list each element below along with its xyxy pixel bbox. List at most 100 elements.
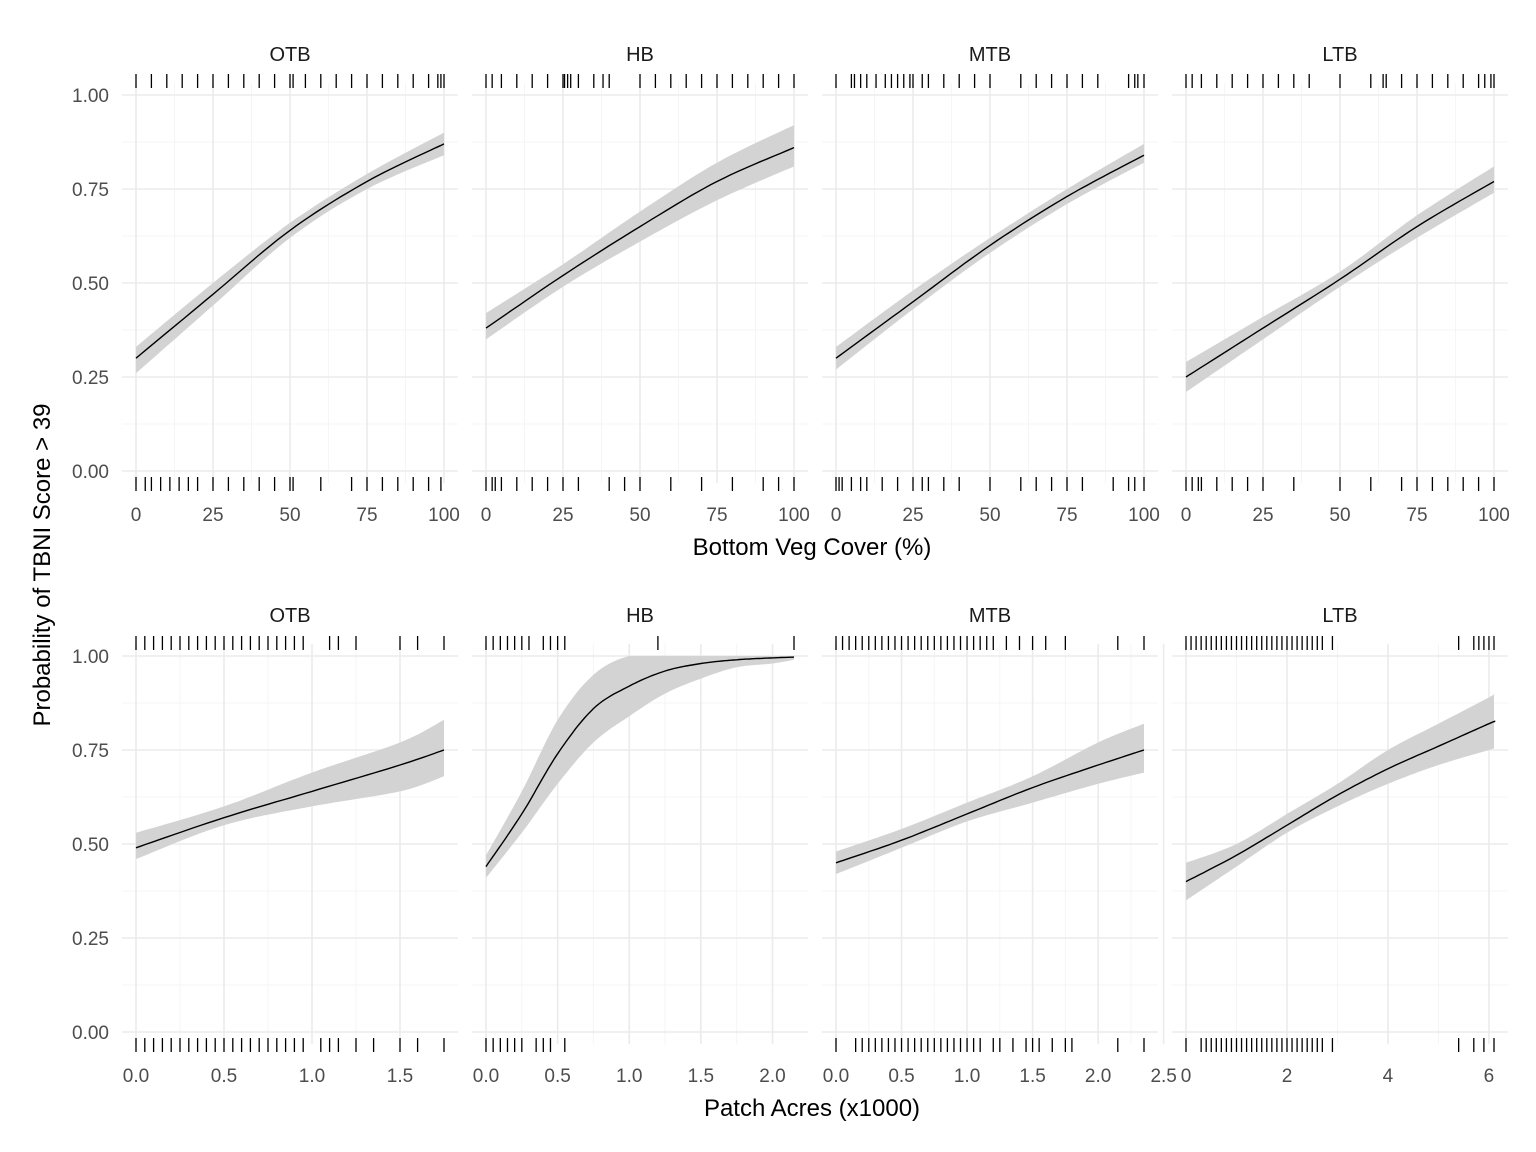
- y-tick-labels: 0.00 0.25 0.50 0.75 1.00: [72, 86, 109, 483]
- x-tick-label: 100: [1478, 505, 1510, 526]
- x-tick-label: 100: [778, 505, 810, 526]
- x-tick-label: 50: [979, 505, 1000, 526]
- x-tick-labels: 0.0 0.5 1.0 1.5 2.0 2.5: [823, 1066, 1177, 1087]
- rug-bottom: [835, 477, 1145, 491]
- x-tick-labels: 0 2 4 6: [1181, 1066, 1495, 1087]
- y-tick-label: 0.50: [72, 274, 109, 295]
- rug-bottom: [485, 477, 795, 491]
- x-tick-label: 0: [1181, 505, 1192, 526]
- rug-bottom: [1185, 477, 1495, 491]
- panel-title-hb: HB: [626, 44, 654, 66]
- major-gridlines: [122, 83, 458, 483]
- panel-mtb-row1: MTB 0 25 50 75 100: [822, 44, 1160, 526]
- x-tick-label: 1.0: [616, 1066, 642, 1087]
- rug-top: [135, 74, 445, 88]
- x-tick-label: 2.5: [1150, 1066, 1176, 1087]
- rug-bottom: [135, 477, 442, 491]
- x-tick-label: 25: [902, 505, 923, 526]
- x-tick-label: 0.5: [544, 1066, 570, 1087]
- y-tick-label: 0.00: [72, 1023, 109, 1044]
- panel-title-mtb: MTB: [969, 605, 1011, 627]
- x-tick-label: 2.0: [1085, 1066, 1111, 1087]
- fitted-line: [135, 143, 445, 359]
- y-tick-label: 0.25: [72, 368, 109, 389]
- rug-top: [1185, 636, 1495, 650]
- rug-bottom: [1185, 1038, 1495, 1052]
- x-tick-label: 25: [202, 505, 223, 526]
- y-axis-title: Probability of TBNI Score > 39: [29, 403, 56, 726]
- x-axis-title-top: Bottom Veg Cover (%): [693, 534, 932, 561]
- rug-top: [1185, 74, 1495, 88]
- x-tick-label: 75: [706, 505, 727, 526]
- fitted-line: [835, 749, 1145, 864]
- fitted-line: [1185, 720, 1496, 883]
- confidence-ribbon: [836, 143, 1144, 370]
- confidence-ribbon: [136, 719, 444, 859]
- panel-title-mtb: MTB: [969, 44, 1011, 66]
- x-tick-label: 75: [356, 505, 377, 526]
- panel-title-otb: OTB: [269, 44, 310, 66]
- panel-title-ltb: LTB: [1322, 605, 1357, 627]
- major-gridlines: [472, 644, 808, 1044]
- x-tick-label: 1.5: [387, 1066, 413, 1087]
- x-tick-label: 6: [1484, 1066, 1495, 1087]
- panel-title-ltb: LTB: [1322, 44, 1357, 66]
- x-tick-label: 0: [131, 505, 142, 526]
- y-tick-label: 0.75: [72, 741, 109, 762]
- x-tick-label: 1.5: [1019, 1066, 1045, 1087]
- panel-otb-row1: OTB 0 25 50 75 100 0.00 0.25 0.50 0.75 1.00: [72, 44, 460, 526]
- major-gridlines: [822, 644, 1165, 1044]
- rug-bottom: [485, 1038, 566, 1052]
- x-tick-label: 0: [1181, 1066, 1192, 1087]
- fitted-line: [485, 146, 795, 329]
- confidence-ribbon: [136, 132, 444, 374]
- x-tick-labels: 0 25 50 75 100: [831, 505, 1160, 526]
- x-tick-labels: 0 25 50 75 100: [1181, 505, 1510, 526]
- x-tick-label: 25: [552, 505, 573, 526]
- x-tick-label: 0.5: [888, 1066, 914, 1087]
- confidence-ribbon: [1186, 693, 1495, 901]
- confidence-ribbon: [486, 656, 794, 878]
- x-tick-label: 1.0: [299, 1066, 325, 1087]
- panel-ltb-row1: LTB 0 25 50 75 100: [1172, 44, 1510, 526]
- x-tick-label: 100: [1128, 505, 1160, 526]
- fitted-line: [835, 154, 1145, 359]
- x-tick-label: 0: [481, 505, 492, 526]
- x-tick-label: 0.0: [123, 1066, 149, 1087]
- panel-title-hb: HB: [626, 605, 654, 627]
- x-tick-labels: 0 25 50 75 100: [131, 505, 460, 526]
- x-tick-labels: 0.0 0.5 1.0 1.5: [123, 1066, 413, 1087]
- x-tick-label: 100: [428, 505, 460, 526]
- rug-top: [135, 636, 445, 650]
- y-tick-label: 0.50: [72, 835, 109, 856]
- rug-top: [485, 636, 795, 650]
- rug-top: [835, 74, 1145, 88]
- x-tick-label: 75: [1406, 505, 1427, 526]
- y-tick-labels: 0.00 0.25 0.50 0.75 1.00: [72, 647, 109, 1044]
- x-tick-labels: 0.0 0.5 1.0 1.5 2.0: [473, 1066, 786, 1087]
- x-tick-label: 1.5: [688, 1066, 714, 1087]
- major-gridlines: [1172, 644, 1508, 1044]
- panel-mtb-row2: MTB 0.0 0.5 1.0 1.5 2.0 2.5: [822, 605, 1177, 1087]
- panel-title-otb: OTB: [269, 605, 310, 627]
- confidence-ribbon: [486, 125, 794, 340]
- x-tick-label: 50: [629, 505, 650, 526]
- y-tick-label: 0.00: [72, 462, 109, 483]
- panel-hb-row1: HB 0 25 50 75 100: [472, 44, 810, 526]
- x-tick-label: 25: [1252, 505, 1273, 526]
- x-tick-label: 1.0: [954, 1066, 980, 1087]
- x-tick-label: 0: [831, 505, 842, 526]
- x-tick-label: 4: [1383, 1066, 1394, 1087]
- y-tick-label: 1.00: [72, 86, 109, 107]
- y-tick-label: 0.25: [72, 929, 109, 950]
- rug-top: [835, 636, 1145, 650]
- x-tick-label: 50: [1329, 505, 1350, 526]
- rug-bottom: [135, 1038, 445, 1052]
- rug-bottom: [835, 1038, 1145, 1052]
- y-tick-label: 1.00: [72, 647, 109, 668]
- fitted-line: [485, 656, 795, 867]
- x-tick-label: 2: [1282, 1066, 1293, 1087]
- panel-otb-row2: OTB 0.0 0.5 1.0 1.5 0.00 0.25 0.50 0.75 1.00: [72, 605, 458, 1087]
